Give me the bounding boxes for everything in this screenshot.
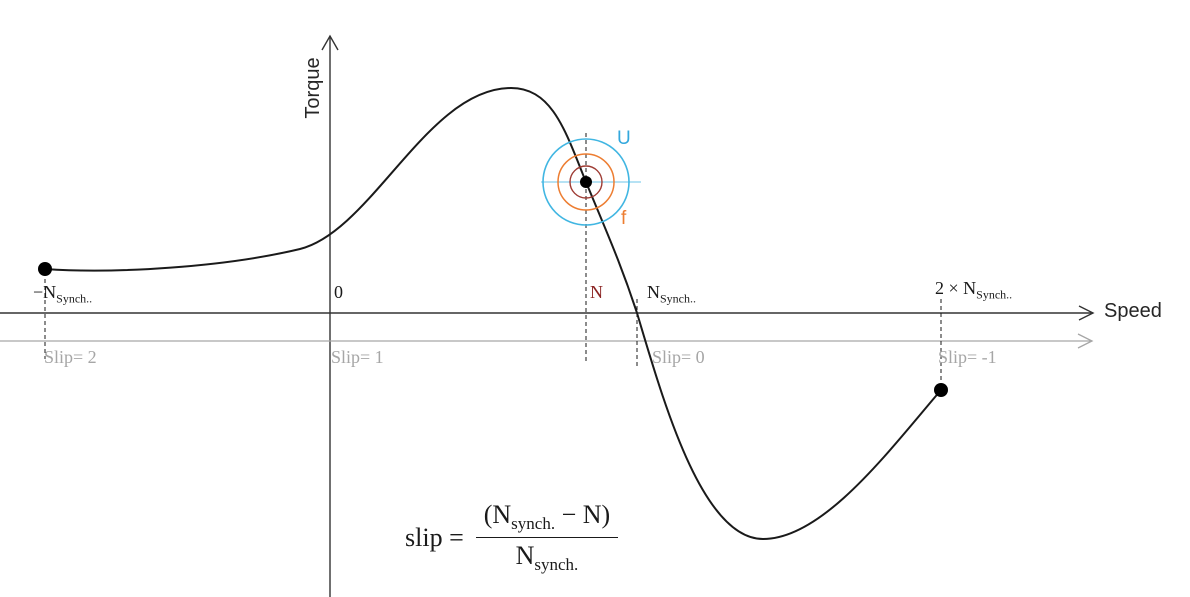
formula-lhs: slip = [405, 522, 464, 552]
tick-n-synch-base: N [647, 282, 660, 302]
frequency-circle [557, 153, 615, 211]
formula-num-rest: − N) [555, 500, 611, 529]
tick-zero: 0 [334, 282, 343, 302]
formula-den-sub: synch. [534, 555, 579, 575]
tick-n: N [590, 282, 603, 302]
formula-denominator: Nsynch. [516, 538, 579, 575]
formula-num-base: (N [483, 500, 512, 529]
x-axis-title: Speed [1104, 300, 1162, 322]
voltage-label: U [617, 128, 631, 149]
tick-neg-n-synch-base: −N [33, 282, 57, 302]
tick-neg-n-synch: −NSynch.. [33, 282, 92, 307]
point-slip-2 [38, 262, 52, 276]
tick-two-n-synch-sub: Synch.. [976, 287, 1013, 302]
formula-den-base: N [515, 541, 535, 571]
tick-n-synch: NSynch.. [647, 282, 696, 307]
slip-label-0: Slip= 0 [652, 347, 705, 367]
y-axis-title: Torque [302, 57, 324, 119]
inner-circle [569, 165, 603, 199]
operating-point [580, 176, 592, 188]
frequency-label: f [621, 208, 627, 229]
point-slip-neg1 [934, 383, 948, 397]
slip-label-neg1: Slip= -1 [938, 347, 997, 367]
voltage-circle [542, 138, 630, 226]
slip-formula: slip = (Nsynch. − N) Nsynch. [405, 500, 619, 575]
x-axis-arrow-icon [1078, 305, 1095, 321]
slip-axis-arrow-icon [1077, 333, 1094, 349]
tick-two-n-synch-base: 2 × N [935, 278, 977, 298]
formula-num-sub: synch. [511, 514, 556, 534]
slip-label-1: Slip= 1 [331, 347, 384, 367]
formula-fraction: (Nsynch. − N) Nsynch. [475, 500, 619, 575]
y-axis-arrow-icon [321, 34, 339, 51]
tick-neg-n-synch-sub: Synch.. [56, 291, 93, 306]
tick-n-synch-sub: Synch.. [660, 291, 696, 306]
tick-two-n-synch: 2 × NSynch.. [935, 278, 1012, 303]
formula-numerator: (Nsynch. − N) [475, 500, 619, 539]
slip-label-2: Slip= 2 [44, 347, 97, 367]
